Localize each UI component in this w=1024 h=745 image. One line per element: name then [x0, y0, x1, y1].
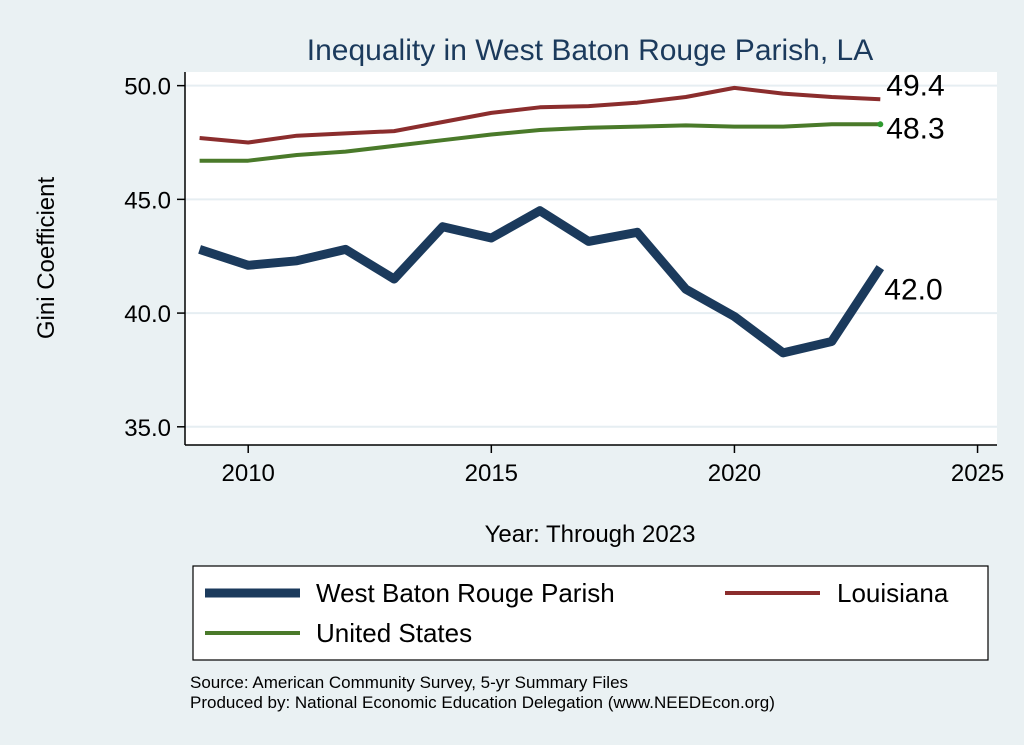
series-line-west-baton-rouge-parish [198, 206, 885, 358]
x-tick-label: 2025 [951, 460, 1004, 487]
united-states-end-marker [877, 121, 884, 128]
end-label-west-baton-rouge-parish: 42.0 [884, 274, 942, 307]
legend-label-louisiana: Louisiana [837, 578, 949, 608]
x-tick-label: 2010 [222, 460, 275, 487]
y-tick-label: 35.0 [124, 415, 171, 442]
x-tick-label: 2015 [465, 460, 518, 487]
end-labels: 42.0 49.4 48.3 [884, 69, 944, 306]
x-axis-label: Year: Through 2023 [485, 521, 696, 548]
gridlines [185, 84, 997, 428]
end-label-louisiana: 49.4 [886, 69, 944, 102]
y-tick-label: 40.0 [124, 301, 171, 328]
producer-note: Produced by: National Economic Education… [190, 693, 775, 712]
y-tick-label: 45.0 [124, 187, 171, 214]
legend-label-united-states: United States [316, 618, 472, 648]
series-line-louisiana [199, 85, 881, 145]
x-axis-ticks: 2010 2015 2020 2025 [222, 445, 1004, 487]
series-lines [198, 85, 885, 358]
end-label-united-states: 48.3 [886, 112, 944, 145]
series-line-united-states [199, 122, 881, 163]
y-axis-label: Gini Coefficient [33, 177, 60, 340]
legend-box [192, 565, 989, 661]
legend-label-west-baton-rouge: West Baton Rouge Parish [316, 578, 615, 608]
x-tick-label: 2020 [708, 460, 761, 487]
legend: West Baton Rouge Parish Louisiana United… [192, 565, 989, 661]
chart-title: Inequality in West Baton Rouge Parish, L… [307, 34, 873, 67]
source-note: Source: American Community Survey, 5-yr … [190, 673, 628, 692]
y-axis-ticks: 35.0 40.0 45.0 50.0 [124, 74, 185, 442]
y-tick-label: 50.0 [124, 74, 171, 101]
